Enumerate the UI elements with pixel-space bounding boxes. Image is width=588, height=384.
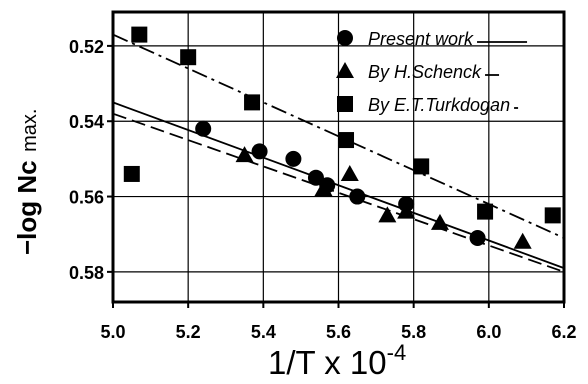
square-point xyxy=(123,165,140,182)
circle-point xyxy=(349,188,366,205)
triangle-point xyxy=(513,232,532,249)
grid xyxy=(107,12,565,308)
x-tick-label: 5.8 xyxy=(401,322,426,342)
legend-marker-circle xyxy=(337,30,353,46)
y-tick-label: 0.56 xyxy=(69,188,104,208)
circle-point xyxy=(307,169,324,186)
circle-point xyxy=(469,229,486,246)
legend-marker-triangle xyxy=(336,62,354,78)
x-tick-labels: 5.0 5.2 5.4 5.6 5.8 6.0 6.2 xyxy=(100,322,576,342)
triangle-point xyxy=(235,146,254,163)
circle-point xyxy=(251,143,268,160)
circle-point xyxy=(285,150,302,167)
fit-line-solid xyxy=(112,101,565,269)
y-tick-labels: 0.52 0.54 0.56 0.58 xyxy=(69,37,104,283)
square-point xyxy=(338,132,355,149)
plot-frame xyxy=(111,10,566,304)
x-axis-label-exponent: -4 xyxy=(387,340,407,365)
legend: Present work By H.Schenck By E.T.Turkdogan xyxy=(336,29,528,115)
square-point xyxy=(413,158,430,175)
triangle-point xyxy=(314,180,333,197)
x-tick-label: 5.0 xyxy=(100,322,125,342)
x-tick-label: 6.2 xyxy=(551,322,576,342)
y-tick-label: 0.54 xyxy=(69,112,104,132)
x-tick-label: 5.4 xyxy=(251,322,276,342)
x-tick-label: 6.0 xyxy=(476,322,501,342)
legend-label: Present work xyxy=(368,29,474,49)
x-axis-label: 1/T x 10-4 xyxy=(268,340,406,381)
y-tick-label: 0.58 xyxy=(69,263,104,283)
triangle-point xyxy=(397,202,416,219)
triangle-point xyxy=(378,206,397,223)
triangle-point xyxy=(340,164,359,181)
square-point xyxy=(180,49,197,66)
legend-marker-square xyxy=(337,96,353,112)
square-point xyxy=(544,207,561,224)
y-tick-label: 0.52 xyxy=(69,37,104,57)
legend-label: By H.Schenck xyxy=(368,62,482,82)
x-tick-label: 5.6 xyxy=(326,322,351,342)
square-point xyxy=(131,26,148,43)
x-tick-label: 5.2 xyxy=(176,322,201,342)
y-axis-label: −log Nc max. xyxy=(12,109,42,255)
square-point xyxy=(244,94,261,111)
triangle-point xyxy=(430,213,449,230)
circle-point xyxy=(195,120,212,137)
data-points xyxy=(123,26,561,249)
legend-label: By E.T.Turkdogan xyxy=(368,95,510,115)
square-point xyxy=(477,203,494,220)
